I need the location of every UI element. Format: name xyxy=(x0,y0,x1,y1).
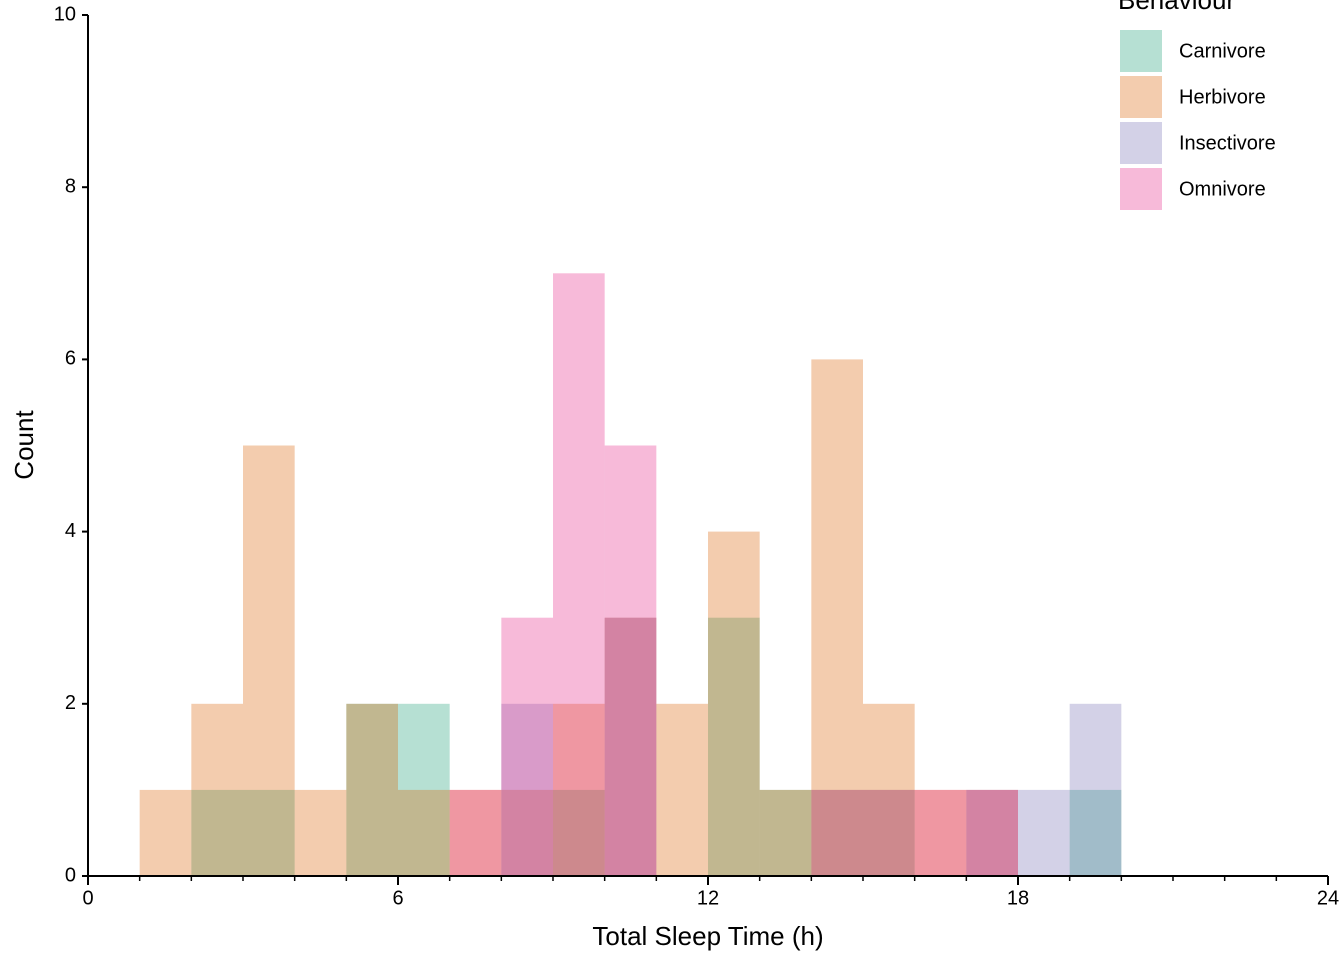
x-axis-title: Total Sleep Time (h) xyxy=(592,921,823,951)
bar xyxy=(708,617,760,876)
bar xyxy=(346,703,398,876)
bar xyxy=(243,445,295,876)
bar xyxy=(863,789,915,876)
legend-key xyxy=(1120,76,1162,118)
y-tick-label: 8 xyxy=(65,175,76,197)
bar xyxy=(708,531,760,876)
y-tick-label: 0 xyxy=(65,864,76,886)
legend-label: Omnivore xyxy=(1179,178,1266,200)
bar xyxy=(501,703,553,876)
x-tick-label: 0 xyxy=(82,887,93,909)
bar xyxy=(553,789,605,876)
bar xyxy=(191,703,243,876)
bar xyxy=(759,789,812,876)
x-tick-label: 12 xyxy=(697,887,719,909)
bar xyxy=(449,789,502,876)
bar xyxy=(553,703,605,876)
y-tick-label: 10 xyxy=(54,3,76,25)
bar xyxy=(656,703,708,876)
bar xyxy=(243,789,295,876)
bar xyxy=(966,789,1018,876)
bar xyxy=(294,789,347,876)
y-tick-label: 2 xyxy=(65,692,76,714)
legend-key xyxy=(1120,30,1162,72)
legend-key xyxy=(1120,168,1162,210)
y-tick-label: 4 xyxy=(65,520,76,542)
bar xyxy=(449,789,502,876)
legend-key xyxy=(1120,122,1162,164)
bar xyxy=(759,789,812,876)
bar xyxy=(604,617,657,876)
bar xyxy=(346,703,398,876)
bar xyxy=(604,445,657,876)
y-tick-label: 6 xyxy=(65,348,76,370)
bar xyxy=(863,703,915,876)
legend-label: Insectivore xyxy=(1179,132,1276,154)
bar xyxy=(1018,789,1070,876)
x-tick-label: 6 xyxy=(392,887,403,909)
legend-title: Behaviour xyxy=(1118,0,1235,15)
bar xyxy=(191,789,243,876)
bar xyxy=(914,789,967,876)
bar xyxy=(501,789,553,876)
bar xyxy=(501,617,553,876)
bar xyxy=(863,789,915,876)
bar xyxy=(811,789,863,876)
bar xyxy=(1069,789,1122,876)
x-tick-label: 18 xyxy=(1007,887,1029,909)
bar xyxy=(398,703,450,876)
bar xyxy=(811,789,863,876)
bar xyxy=(914,789,967,876)
x-tick-label: 24 xyxy=(1317,887,1339,909)
legend-label: Herbivore xyxy=(1179,86,1266,108)
y-axis-title: Count xyxy=(9,410,39,480)
bar xyxy=(139,789,192,876)
bar xyxy=(604,617,657,876)
bar xyxy=(398,789,450,876)
bar xyxy=(811,359,863,876)
bar xyxy=(1069,703,1122,876)
bar xyxy=(966,789,1018,876)
bar xyxy=(966,789,1018,876)
legend-label: Carnivore xyxy=(1179,40,1266,62)
bar xyxy=(553,273,605,876)
